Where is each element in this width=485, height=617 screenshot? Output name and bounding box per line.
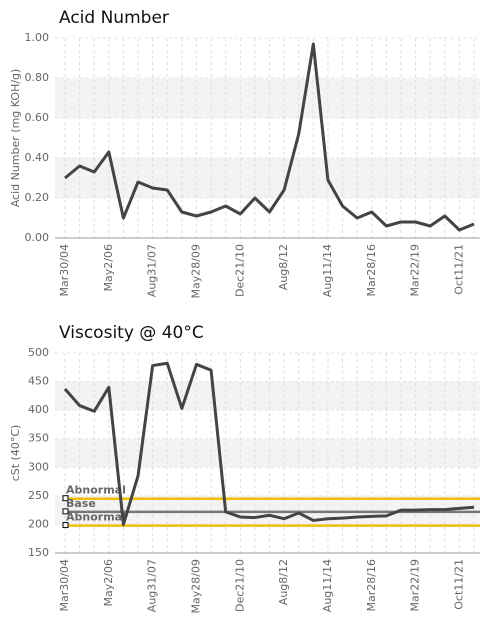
y-tick-label: 0.20 bbox=[25, 191, 50, 204]
x-tick-label: Aug8/12 bbox=[277, 244, 290, 290]
reference-label: Abnormal bbox=[66, 511, 126, 524]
chart-title: Viscosity @ 40°C bbox=[59, 323, 204, 343]
band bbox=[55, 381, 480, 411]
y-tick-label: 0.00 bbox=[25, 231, 50, 244]
reference-marker bbox=[62, 508, 69, 515]
x-tick-label: Mar28/16 bbox=[365, 244, 378, 296]
band bbox=[55, 158, 480, 198]
x-tick-label: Mar30/04 bbox=[58, 559, 71, 611]
x-tick-label: May2/06 bbox=[102, 244, 115, 291]
band bbox=[55, 78, 480, 118]
x-tick-label: May28/09 bbox=[189, 559, 202, 613]
x-tick-label: May2/06 bbox=[102, 559, 115, 606]
x-tick-label: May28/09 bbox=[189, 244, 202, 298]
x-tick-label: Aug31/07 bbox=[146, 559, 159, 612]
y-tick-label: 500 bbox=[28, 346, 49, 359]
x-tick-label: Aug11/14 bbox=[321, 244, 334, 297]
y-tick-label: 300 bbox=[28, 460, 49, 473]
y-tick-label: 0.60 bbox=[25, 111, 50, 124]
y-tick-label: 200 bbox=[28, 517, 49, 530]
x-tick-label: Dec21/10 bbox=[233, 559, 246, 612]
y-tick-label: 0.80 bbox=[25, 71, 50, 84]
y-axis-label: cSt (40°C) bbox=[9, 425, 22, 482]
x-tick-label: Mar28/16 bbox=[365, 559, 378, 611]
band bbox=[55, 438, 480, 468]
reference-label: Base bbox=[66, 497, 96, 510]
y-tick-label: 1.00 bbox=[25, 31, 50, 44]
y-tick-label: 400 bbox=[28, 403, 49, 416]
x-tick-label: Aug31/07 bbox=[146, 244, 159, 297]
y-tick-label: 250 bbox=[28, 489, 49, 502]
x-tick-label: Mar30/04 bbox=[58, 244, 71, 296]
x-tick-label: Mar22/19 bbox=[409, 244, 422, 296]
data-line bbox=[63, 361, 475, 526]
chart-title: Acid Number bbox=[59, 8, 169, 28]
x-tick-label: Mar22/19 bbox=[409, 559, 422, 611]
y-tick-label: 0.40 bbox=[25, 151, 50, 164]
x-tick-label: Oct11/21 bbox=[452, 559, 465, 610]
y-tick-label: 150 bbox=[28, 546, 49, 559]
reference-label: Abnormal bbox=[66, 484, 126, 497]
reference-marker bbox=[62, 495, 69, 502]
data-line bbox=[64, 42, 475, 232]
x-tick-label: Dec21/10 bbox=[233, 244, 246, 297]
reference-marker bbox=[62, 522, 69, 529]
x-tick-label: Aug11/14 bbox=[321, 559, 334, 612]
y-tick-label: 350 bbox=[28, 432, 49, 445]
x-tick-label: Aug8/12 bbox=[277, 559, 290, 605]
y-tick-label: 450 bbox=[28, 375, 49, 388]
x-tick-label: Oct11/21 bbox=[452, 244, 465, 295]
y-axis-label: Acid Number (mg KOH/g) bbox=[9, 69, 22, 208]
